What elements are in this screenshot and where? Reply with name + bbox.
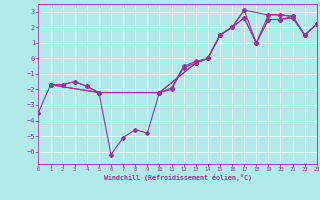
X-axis label: Windchill (Refroidissement éolien,°C): Windchill (Refroidissement éolien,°C) — [104, 174, 252, 181]
